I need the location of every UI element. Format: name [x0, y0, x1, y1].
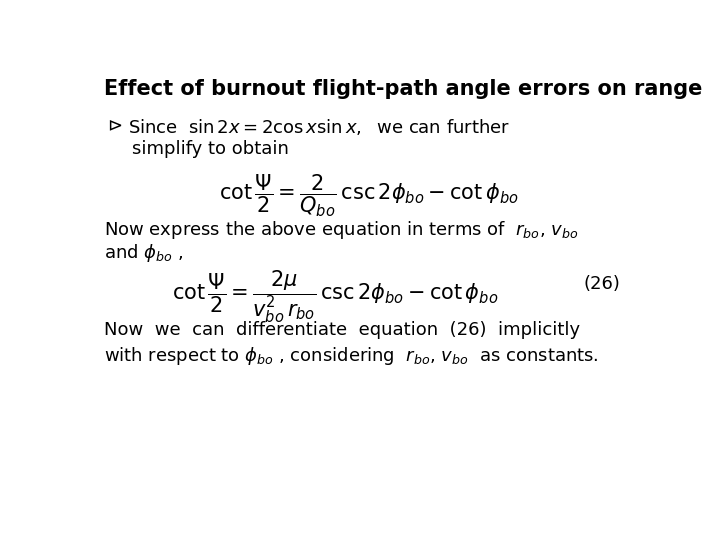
Text: with respect to $\phi_{bo}$ , considering  $r_{bo}$, $v_{bo}$  as constants.: with respect to $\phi_{bo}$ , considerin…	[104, 346, 598, 367]
Text: Effect of burnout flight-path angle errors on range: Effect of burnout flight-path angle erro…	[104, 79, 702, 99]
Text: and $\phi_{bo}$ ,: and $\phi_{bo}$ ,	[104, 241, 184, 264]
Text: Now express the above equation in terms of  $r_{bo}$, $v_{bo}$: Now express the above equation in terms …	[104, 219, 578, 241]
Text: $\vartriangleright$: $\vartriangleright$	[104, 117, 122, 135]
Text: Since  $\sin 2x = 2\cos x\sin x,$  we can further: Since $\sin 2x = 2\cos x\sin x,$ we can …	[128, 117, 510, 137]
Text: (26): (26)	[583, 275, 620, 293]
Text: simplify to obtain: simplify to obtain	[132, 140, 289, 158]
Text: $\cot\dfrac{\Psi}{2} = \dfrac{2}{Q_{bo}}\,\csc 2\phi_{bo} - \cot\phi_{bo}$: $\cot\dfrac{\Psi}{2} = \dfrac{2}{Q_{bo}}…	[219, 173, 519, 219]
Text: Now  we  can  differentiate  equation  (26)  implicitly: Now we can differentiate equation (26) i…	[104, 321, 580, 339]
Text: $\cot\dfrac{\Psi}{2} = \dfrac{2\mu}{v_{bo}^{2}\,r_{bo}}\,\csc 2\phi_{bo} - \cot\: $\cot\dfrac{\Psi}{2} = \dfrac{2\mu}{v_{b…	[172, 268, 499, 325]
